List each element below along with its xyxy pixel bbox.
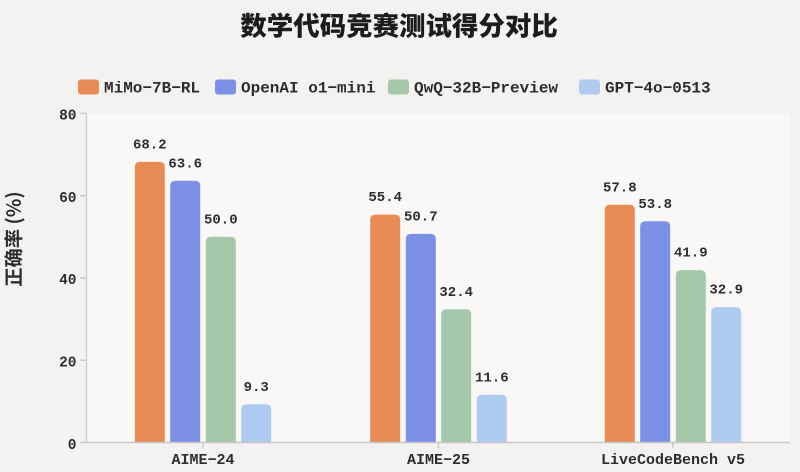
svg-text:GPT−4o−0513: GPT−4o−0513 (605, 80, 711, 98)
svg-text:60: 60 (59, 191, 76, 207)
svg-text:11.6: 11.6 (475, 370, 509, 386)
svg-text:20: 20 (59, 356, 76, 372)
svg-text:AIME−24: AIME−24 (171, 452, 234, 469)
svg-text:9.3: 9.3 (244, 380, 269, 396)
svg-text:57.8: 57.8 (603, 180, 637, 196)
svg-text:41.9: 41.9 (674, 246, 708, 262)
svg-text:OpenAI o1−mini: OpenAI o1−mini (241, 80, 375, 98)
svg-text:68.2: 68.2 (133, 138, 167, 154)
svg-text:80: 80 (59, 109, 76, 125)
svg-text:55.4: 55.4 (368, 190, 402, 206)
svg-text:LiveCodeBench v5: LiveCodeBench v5 (601, 452, 745, 469)
svg-text:0: 0 (68, 438, 77, 454)
svg-text:QwQ−32B−Preview: QwQ−32B−Preview (414, 80, 558, 98)
svg-text:32.4: 32.4 (439, 285, 473, 301)
svg-text:63.6: 63.6 (168, 156, 202, 172)
svg-text:40: 40 (59, 273, 76, 289)
svg-text:32.9: 32.9 (709, 283, 743, 299)
svg-text:50.0: 50.0 (204, 212, 238, 228)
svg-text:MiMo−7B−RL: MiMo−7B−RL (104, 80, 200, 98)
svg-text:AIME−25: AIME−25 (407, 452, 470, 469)
svg-text:53.8: 53.8 (638, 197, 672, 213)
svg-text:50.7: 50.7 (404, 210, 438, 226)
